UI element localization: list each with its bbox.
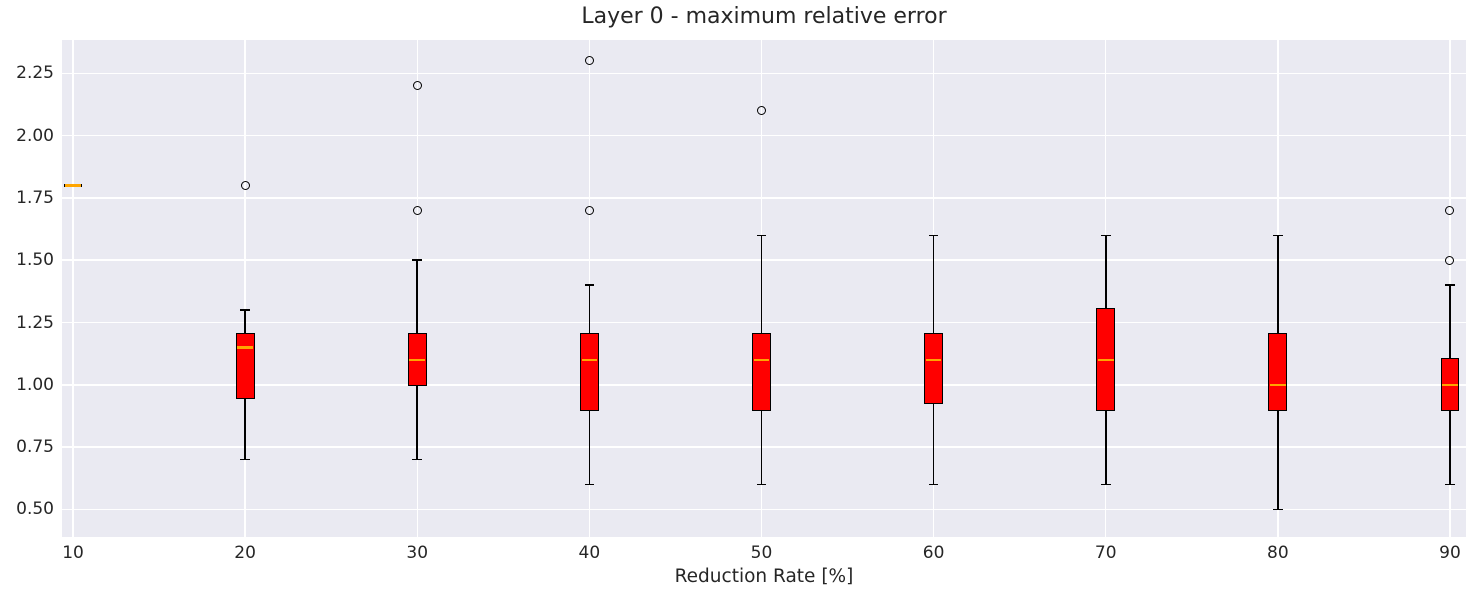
median-line [409, 358, 426, 361]
outlier-point [757, 106, 766, 116]
y-tick-label: 1.50 [16, 250, 54, 271]
x-tick-label: 40 [578, 543, 601, 563]
y-tick-label: 0.75 [16, 437, 54, 458]
whisker-upper [1104, 235, 1107, 311]
whisker-cap-top [1273, 234, 1283, 237]
whisker-lower [588, 409, 591, 485]
horizontal-gridline [62, 508, 1466, 511]
whisker-cap-top [928, 234, 939, 237]
x-tick-label: 80 [1267, 543, 1289, 563]
median-line [1442, 383, 1458, 386]
outlier-point [412, 81, 422, 91]
y-tick-label: 2.00 [16, 125, 54, 146]
x-tick-label: 90 [1439, 543, 1461, 563]
whisker-cap-top [584, 284, 595, 286]
whisker-cap-top [240, 309, 250, 311]
whisker-upper [932, 235, 935, 335]
x-tick-label: 70 [1094, 543, 1117, 563]
x-tick-label: 30 [406, 543, 429, 563]
whisker-cap-bottom [1100, 483, 1111, 486]
y-tick-label: 2.25 [16, 63, 54, 84]
whisker-upper [588, 285, 591, 335]
whisker-lower [416, 384, 419, 460]
box-rect [924, 333, 944, 404]
whisker-lower [1104, 409, 1107, 485]
whisker-cap-top [412, 259, 423, 262]
outlier-point [584, 205, 594, 215]
median-line [1097, 358, 1114, 361]
whisker-upper [244, 310, 246, 335]
y-tick-label: 1.25 [16, 312, 54, 333]
vertical-gridline [244, 40, 246, 537]
outlier-point [1445, 205, 1455, 215]
horizontal-gridline [62, 321, 1466, 324]
horizontal-gridline [62, 134, 1466, 137]
box-rect [752, 333, 771, 412]
chart-title: Layer 0 - maximum relative error [581, 4, 947, 29]
box-rect [1268, 333, 1288, 412]
x-axis-label: Reduction Rate [%] [674, 566, 854, 587]
median-line [925, 358, 942, 361]
whisker-cap-bottom [756, 483, 767, 486]
horizontal-gridline [62, 197, 1466, 199]
outlier-point [412, 205, 422, 215]
horizontal-gridline [62, 259, 1466, 261]
box-rect [235, 333, 255, 399]
whisker-cap-bottom [928, 483, 939, 486]
whisker-upper [416, 260, 419, 335]
box-rect [579, 333, 599, 412]
whisker-cap-top [1445, 284, 1455, 286]
y-tick-label: 1.00 [16, 374, 54, 395]
whisker-lower [1449, 409, 1451, 485]
x-tick-label: 20 [234, 543, 256, 563]
whisker-cap-top [756, 234, 767, 237]
x-tick-label: 60 [922, 543, 945, 563]
y-tick-label: 1.75 [16, 187, 54, 208]
whisker-lower [1277, 409, 1279, 510]
whisker-cap-bottom [240, 458, 250, 461]
median-line [1270, 383, 1286, 386]
whisker-lower [760, 409, 763, 485]
outlier-point [240, 180, 250, 190]
median-line [65, 184, 81, 187]
whisker-cap-bottom [412, 458, 423, 461]
whisker-upper [1449, 285, 1451, 360]
median-line [581, 358, 598, 361]
median-line [753, 358, 770, 361]
whisker-lower [932, 402, 935, 485]
whisker-upper [1277, 235, 1279, 335]
x-tick-label: 50 [750, 543, 773, 563]
vertical-gridline [72, 40, 74, 537]
x-tick-label: 10 [62, 543, 84, 563]
horizontal-gridline [62, 446, 1466, 448]
whisker-cap-bottom [1273, 508, 1283, 511]
whisker-lower [244, 397, 246, 460]
whisker-cap-top [1100, 234, 1111, 237]
whisker-upper [760, 235, 763, 335]
horizontal-gridline [62, 72, 1466, 75]
whisker-cap-bottom [584, 483, 595, 486]
median-line [237, 346, 253, 349]
outlier-point [584, 56, 594, 66]
outlier-point [1445, 255, 1455, 265]
y-tick-label: 0.50 [16, 499, 54, 520]
whisker-cap-bottom [1445, 483, 1455, 486]
plot-area [62, 40, 1466, 537]
